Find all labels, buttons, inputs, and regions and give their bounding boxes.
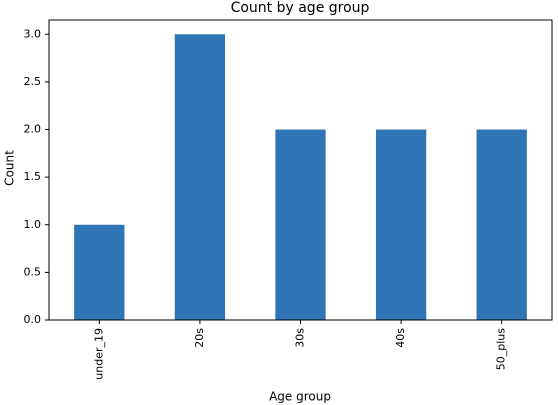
x-tick-label: 30s bbox=[294, 328, 307, 348]
bar bbox=[275, 129, 326, 320]
y-tick-label: 1.0 bbox=[24, 218, 42, 231]
chart-title: Count by age group bbox=[231, 0, 370, 16]
plot-frame bbox=[48, 19, 553, 321]
bar bbox=[174, 34, 226, 321]
x-tick-label: 40s bbox=[394, 328, 407, 348]
y-tick-label: 3.0 bbox=[24, 27, 42, 40]
y-tick-label: 2.5 bbox=[24, 75, 42, 88]
x-tick-label: under_19 bbox=[92, 328, 105, 380]
bar bbox=[476, 129, 527, 320]
bar bbox=[74, 224, 125, 320]
bar bbox=[375, 129, 427, 320]
x-tick-label: 50_plus bbox=[495, 328, 508, 371]
y-tick-label: 0.5 bbox=[24, 265, 42, 278]
y-axis-label: Count bbox=[3, 150, 17, 186]
x-tick-label: 20s bbox=[193, 328, 206, 348]
y-tick-label: 1.5 bbox=[24, 170, 42, 183]
y-tick-label: 2.0 bbox=[24, 123, 42, 136]
y-tick-label: 0.0 bbox=[24, 313, 42, 326]
x-axis-label: Age group bbox=[269, 390, 331, 404]
